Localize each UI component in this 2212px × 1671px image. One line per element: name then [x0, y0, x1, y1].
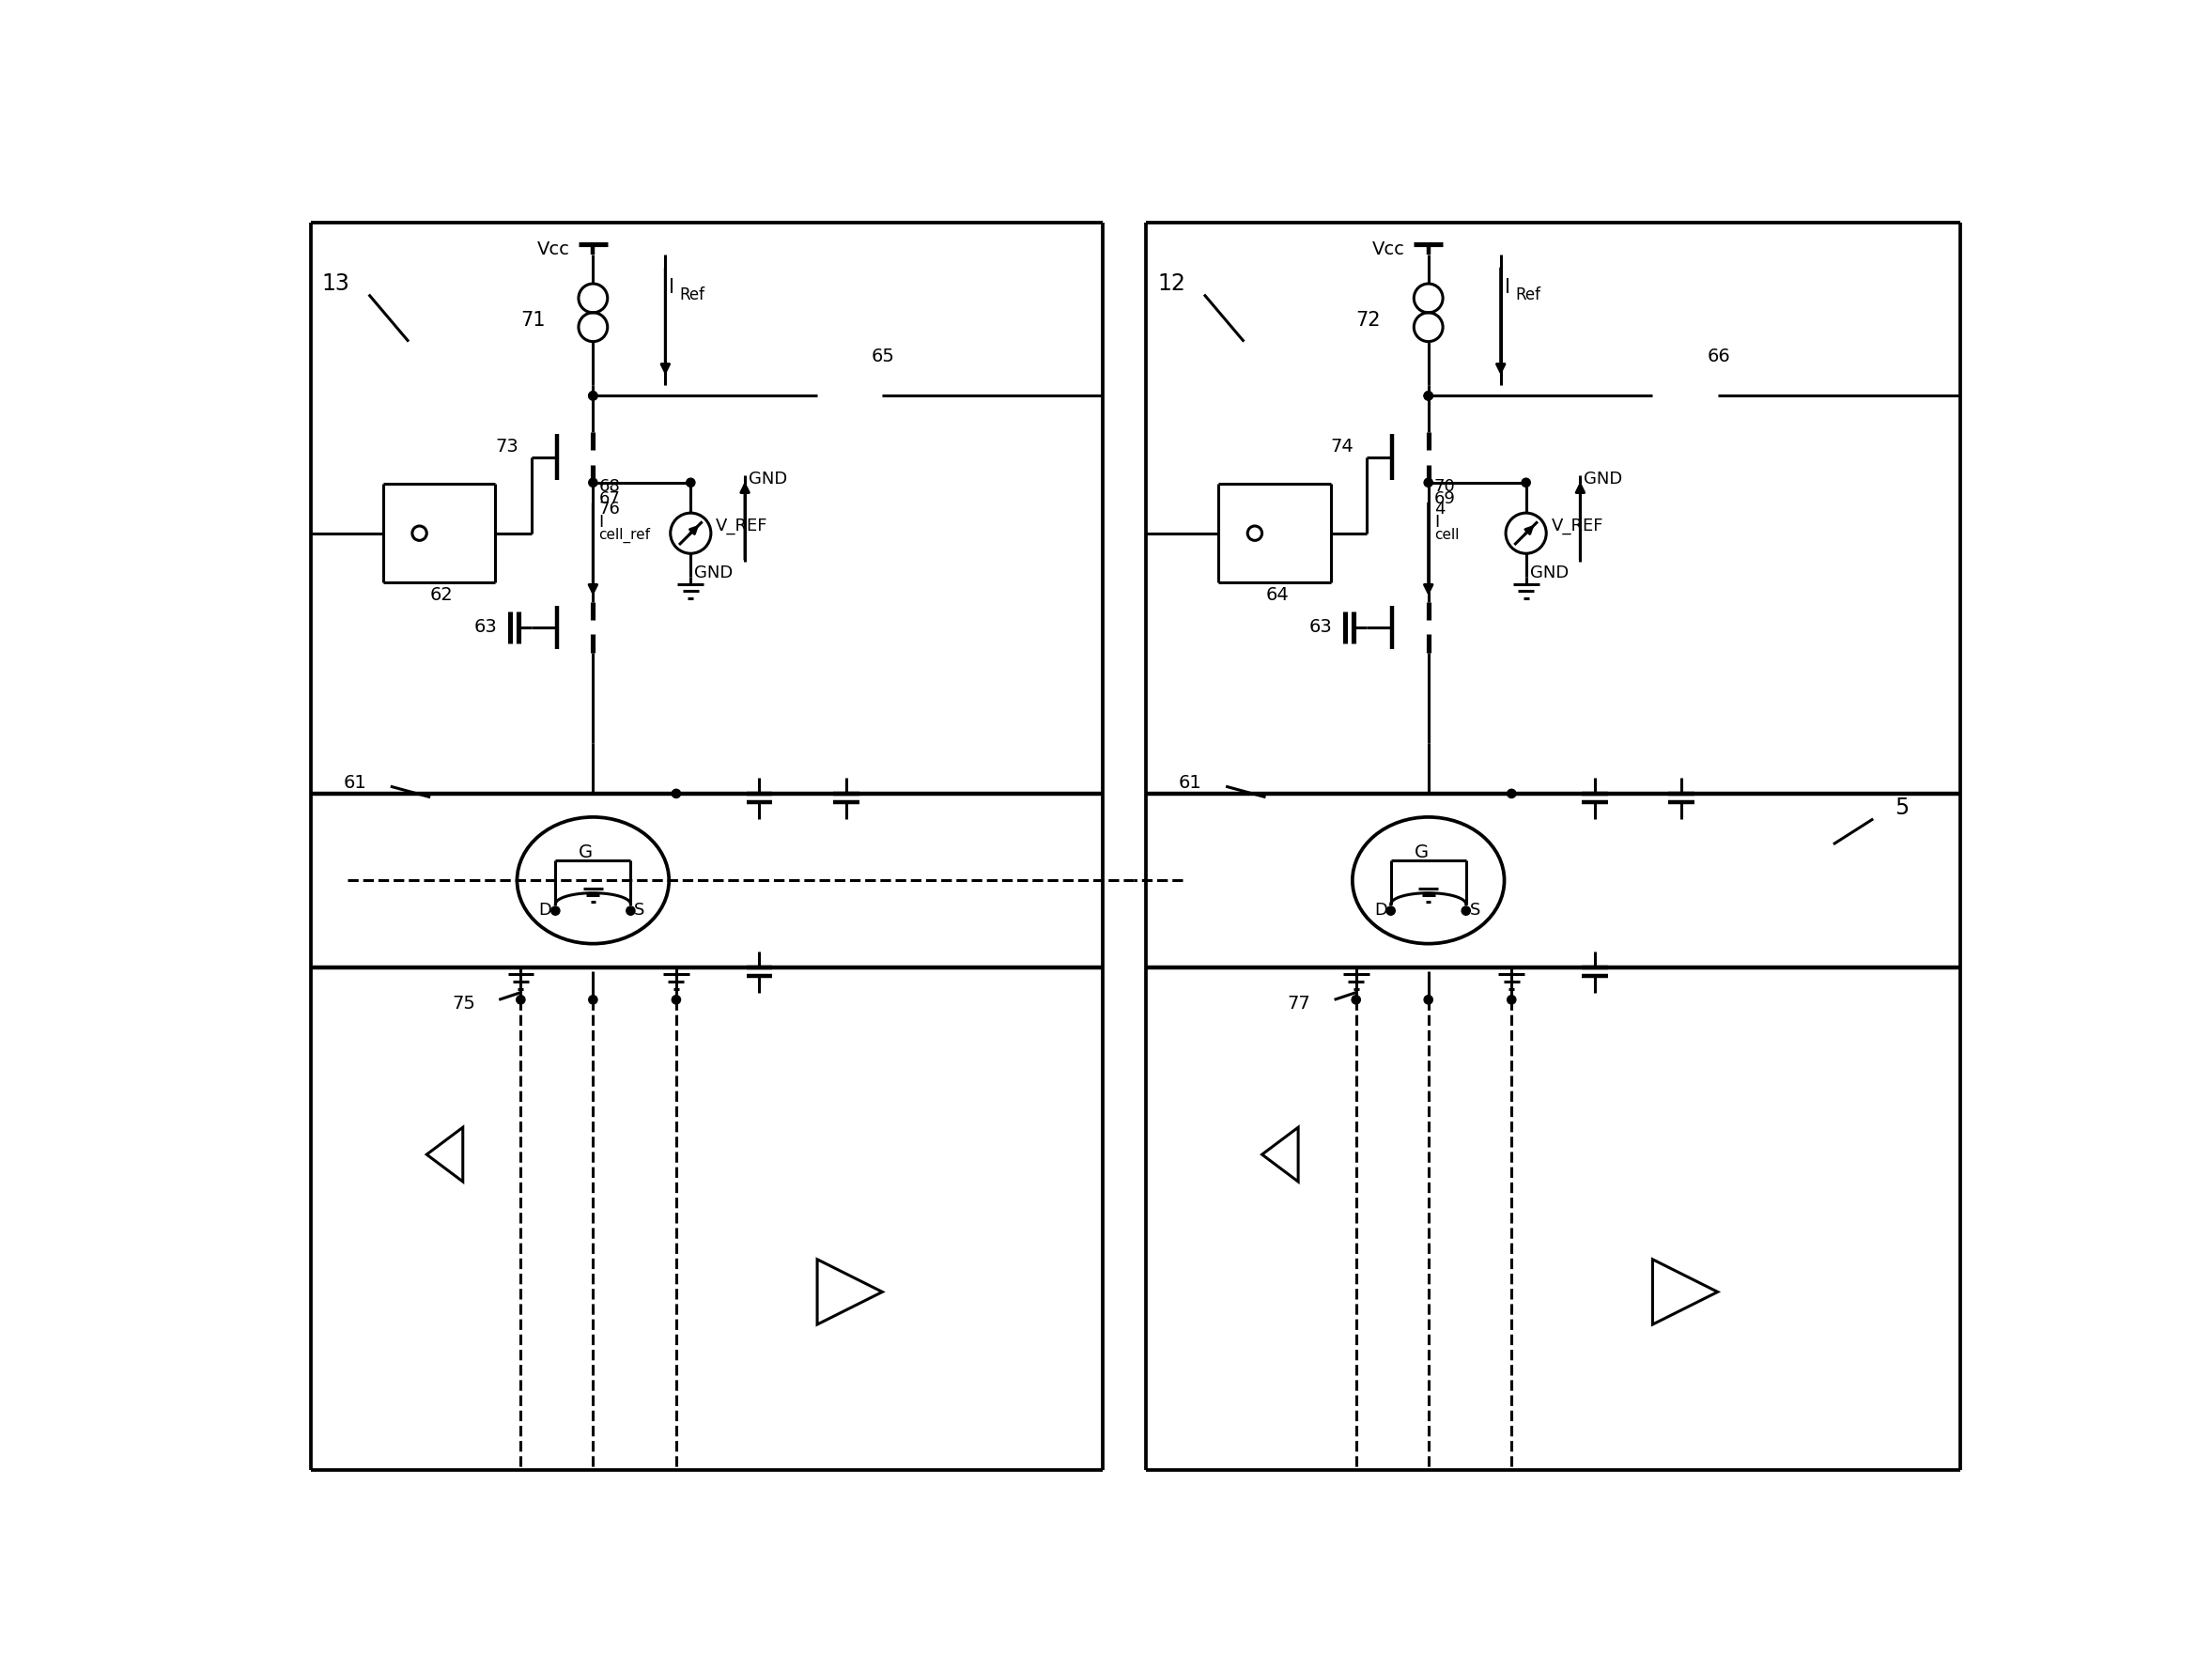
- Circle shape: [1506, 996, 1515, 1004]
- Text: 67: 67: [599, 491, 619, 508]
- Text: V_REF: V_REF: [717, 518, 768, 535]
- Circle shape: [551, 906, 560, 916]
- Text: GND: GND: [1531, 565, 1568, 582]
- Text: 12: 12: [1157, 272, 1186, 296]
- Circle shape: [1425, 478, 1433, 486]
- Text: cell: cell: [1433, 528, 1460, 543]
- Circle shape: [1387, 906, 1396, 916]
- Text: D: D: [1374, 902, 1387, 919]
- Text: 63: 63: [1310, 618, 1332, 637]
- Text: Vcc: Vcc: [538, 241, 571, 259]
- Text: 75: 75: [451, 994, 476, 1013]
- Circle shape: [1462, 906, 1471, 916]
- Circle shape: [1425, 996, 1433, 1004]
- Circle shape: [1425, 391, 1433, 399]
- Text: cell_ref: cell_ref: [599, 528, 650, 543]
- Text: S: S: [635, 902, 646, 919]
- Text: I: I: [1433, 515, 1440, 531]
- Text: I: I: [599, 515, 604, 531]
- Text: 61: 61: [343, 774, 367, 792]
- Circle shape: [672, 996, 681, 1004]
- Text: S: S: [1469, 902, 1480, 919]
- Text: G: G: [1413, 844, 1429, 862]
- Text: 70: 70: [1433, 478, 1455, 495]
- Text: V_REF: V_REF: [1551, 518, 1604, 535]
- Text: G: G: [580, 844, 593, 862]
- Text: 62: 62: [431, 587, 453, 603]
- Text: GND: GND: [748, 471, 787, 488]
- Text: 77: 77: [1287, 994, 1310, 1013]
- Text: 69: 69: [1433, 491, 1455, 508]
- Text: 74: 74: [1332, 438, 1354, 456]
- Text: 64: 64: [1265, 587, 1290, 603]
- Text: 72: 72: [1356, 311, 1380, 329]
- Circle shape: [588, 478, 597, 486]
- Text: I: I: [668, 277, 675, 297]
- Text: GND: GND: [695, 565, 732, 582]
- Text: Ref: Ref: [679, 286, 706, 302]
- Circle shape: [588, 996, 597, 1004]
- Text: 68: 68: [599, 478, 619, 495]
- Text: 63: 63: [473, 618, 498, 637]
- Text: 5: 5: [1896, 797, 1909, 819]
- Text: I: I: [1504, 277, 1511, 297]
- Text: 76: 76: [599, 501, 619, 518]
- Circle shape: [1506, 789, 1515, 799]
- Text: 13: 13: [321, 272, 349, 296]
- Circle shape: [1352, 996, 1360, 1004]
- Circle shape: [1425, 391, 1433, 399]
- Text: GND: GND: [1584, 471, 1624, 488]
- Text: 61: 61: [1179, 774, 1201, 792]
- Text: Ref: Ref: [1515, 286, 1540, 302]
- Circle shape: [515, 996, 524, 1004]
- Circle shape: [672, 789, 681, 799]
- Text: 4: 4: [1433, 501, 1444, 518]
- Circle shape: [626, 906, 635, 916]
- Text: Vcc: Vcc: [1371, 241, 1405, 259]
- Text: 71: 71: [520, 311, 546, 329]
- Circle shape: [588, 391, 597, 399]
- Text: 66: 66: [1708, 348, 1730, 364]
- Circle shape: [588, 391, 597, 399]
- Text: D: D: [540, 902, 551, 919]
- Text: 65: 65: [872, 348, 896, 364]
- Text: 73: 73: [495, 438, 518, 456]
- Circle shape: [686, 478, 695, 486]
- Circle shape: [1522, 478, 1531, 486]
